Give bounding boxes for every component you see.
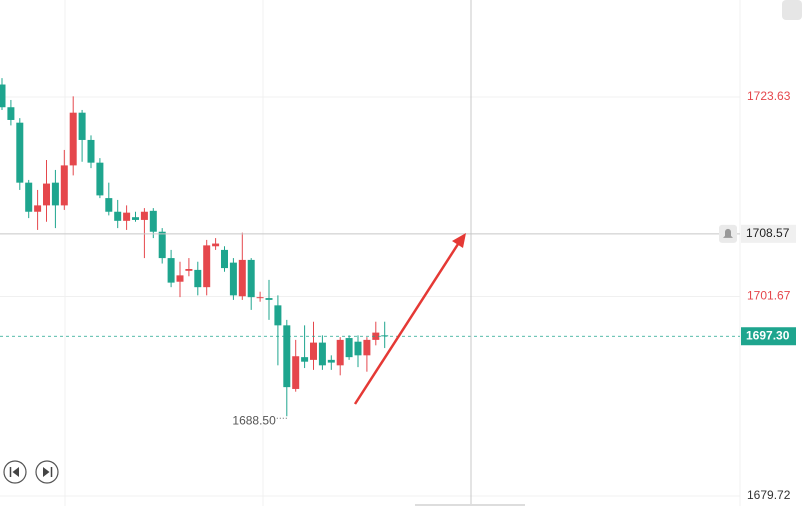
- candle-body: [256, 297, 264, 299]
- candle-body: [158, 231, 166, 259]
- candle-body: [212, 243, 220, 247]
- candle-body: [96, 162, 104, 196]
- scrollbar[interactable]: [415, 504, 525, 506]
- candle-body: [238, 259, 246, 297]
- candle-body: [318, 342, 326, 366]
- candle-body: [372, 332, 380, 340]
- last-price-label: 1697.30: [746, 328, 790, 342]
- candle-body: [167, 258, 175, 283]
- candle-body: [221, 249, 228, 269]
- last-price-tag: [741, 327, 796, 346]
- arrow: [353, 240, 462, 405]
- candle-body: [78, 112, 86, 140]
- grid: [0, 96, 740, 497]
- candle-body: [105, 198, 113, 212]
- corner-button[interactable]: [782, 0, 802, 20]
- alert-button[interactable]: [719, 224, 737, 243]
- candle-body: [194, 269, 202, 288]
- candle-body: [327, 359, 335, 363]
- crosshair-label: 1708.57: [746, 226, 790, 240]
- candle-body: [132, 217, 139, 220]
- candle-body: [69, 112, 77, 166]
- prev-button[interactable]: [3, 460, 27, 484]
- next-button[interactable]: [35, 460, 59, 484]
- candle-body: [149, 210, 157, 232]
- candle-body: [60, 165, 68, 206]
- candle-body: [310, 342, 317, 360]
- candle-body: [336, 339, 344, 366]
- candle-body: [363, 339, 371, 356]
- arrow-head: [452, 233, 466, 248]
- candle-body: [292, 356, 300, 389]
- candle-body: [43, 183, 50, 206]
- candle-body: [265, 298, 273, 300]
- low-label: 1688.50: [232, 413, 276, 427]
- candle-body: [203, 245, 211, 288]
- candle-body: [87, 139, 95, 163]
- candle-body: [345, 338, 353, 358]
- candle-body: [114, 211, 122, 221]
- candle-body: [229, 262, 237, 296]
- candle-body: [247, 259, 255, 298]
- candle-body: [185, 268, 193, 271]
- candles: [0, 78, 389, 417]
- y-tick-label: 1701.67: [747, 289, 791, 303]
- candle-body: [7, 107, 15, 120]
- candle-body: [274, 305, 282, 326]
- candle-body: [123, 212, 131, 221]
- candle-body: [381, 335, 389, 337]
- candle-body: [34, 205, 42, 212]
- candle-body: [0, 84, 6, 108]
- candle-body: [51, 182, 59, 206]
- candle-body: [354, 341, 362, 356]
- alert-icon: [723, 228, 733, 238]
- candle-body: [301, 357, 309, 362]
- candle-body: [176, 275, 184, 282]
- candle-body: [283, 325, 291, 388]
- candle-body: [16, 122, 24, 183]
- candle-body: [140, 211, 148, 220]
- y-tick-label: 1679.72: [747, 488, 791, 502]
- candle-body: [25, 182, 33, 212]
- y-tick-label: 1723.63: [747, 89, 791, 103]
- crosshair-tag: [741, 224, 796, 243]
